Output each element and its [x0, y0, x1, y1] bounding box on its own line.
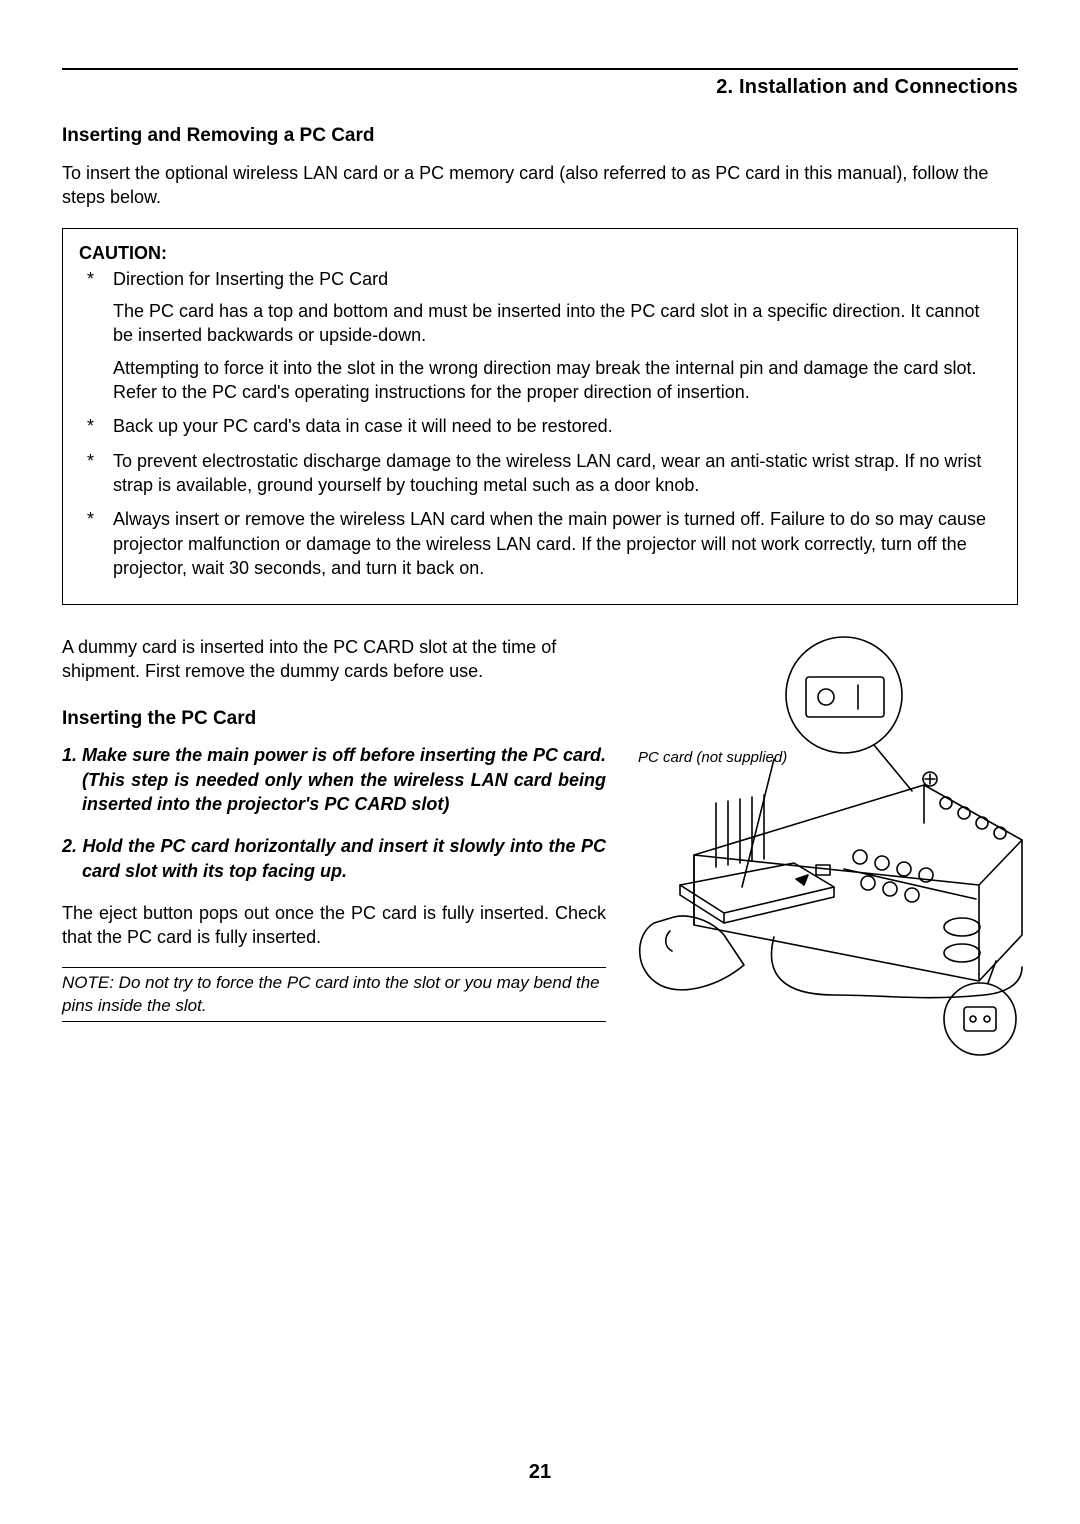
caution-item: Back up your PC card's data in case it w…: [79, 414, 1001, 438]
header-rule: [62, 68, 1018, 70]
chapter-title: 2. Installation and Connections: [62, 76, 1018, 99]
caution-box: CAUTION: Direction for Inserting the PC …: [62, 228, 1018, 606]
two-column-region: A dummy card is inserted into the PC CAR…: [62, 635, 1018, 1022]
right-column: PC card (not supplied): [624, 635, 1018, 1022]
projector-illustration: [624, 635, 1024, 1065]
caution-item-lead: Back up your PC card's data in case it w…: [113, 414, 1001, 438]
left-column: A dummy card is inserted into the PC CAR…: [62, 635, 606, 1022]
caution-item: Direction for Inserting the PC Card The …: [79, 267, 1001, 404]
intro-paragraph: To insert the optional wireless LAN card…: [62, 161, 1018, 210]
note-top-rule: [62, 967, 606, 968]
subsection-title: Inserting the PC Card: [62, 706, 606, 732]
caution-item-para: The PC card has a top and bottom and mus…: [113, 299, 1001, 348]
caution-item-para: Attempting to force it into the slot in …: [113, 356, 1001, 405]
caution-item-lead: Always insert or remove the wireless LAN…: [113, 507, 1001, 580]
caution-list: Direction for Inserting the PC Card The …: [79, 267, 1001, 580]
section-title: Inserting and Removing a PC Card: [62, 125, 1018, 147]
page-number: 21: [0, 1461, 1080, 1484]
step-1: 1. Make sure the main power is off befor…: [62, 743, 606, 816]
eject-paragraph: The eject button pops out once the PC ca…: [62, 901, 606, 950]
caution-label: CAUTION:: [79, 241, 1001, 265]
caution-item-lead: To prevent electrostatic discharge damag…: [113, 449, 1001, 498]
dummy-card-note: A dummy card is inserted into the PC CAR…: [62, 635, 606, 684]
note-paragraph: NOTE: Do not try to force the PC card in…: [62, 972, 606, 1021]
step-2: 2. Hold the PC card horizontally and ins…: [62, 834, 606, 883]
caution-item-lead: Direction for Inserting the PC Card: [113, 267, 1001, 291]
caution-item: To prevent electrostatic discharge damag…: [79, 449, 1001, 498]
caution-item: Always insert or remove the wireless LAN…: [79, 507, 1001, 580]
